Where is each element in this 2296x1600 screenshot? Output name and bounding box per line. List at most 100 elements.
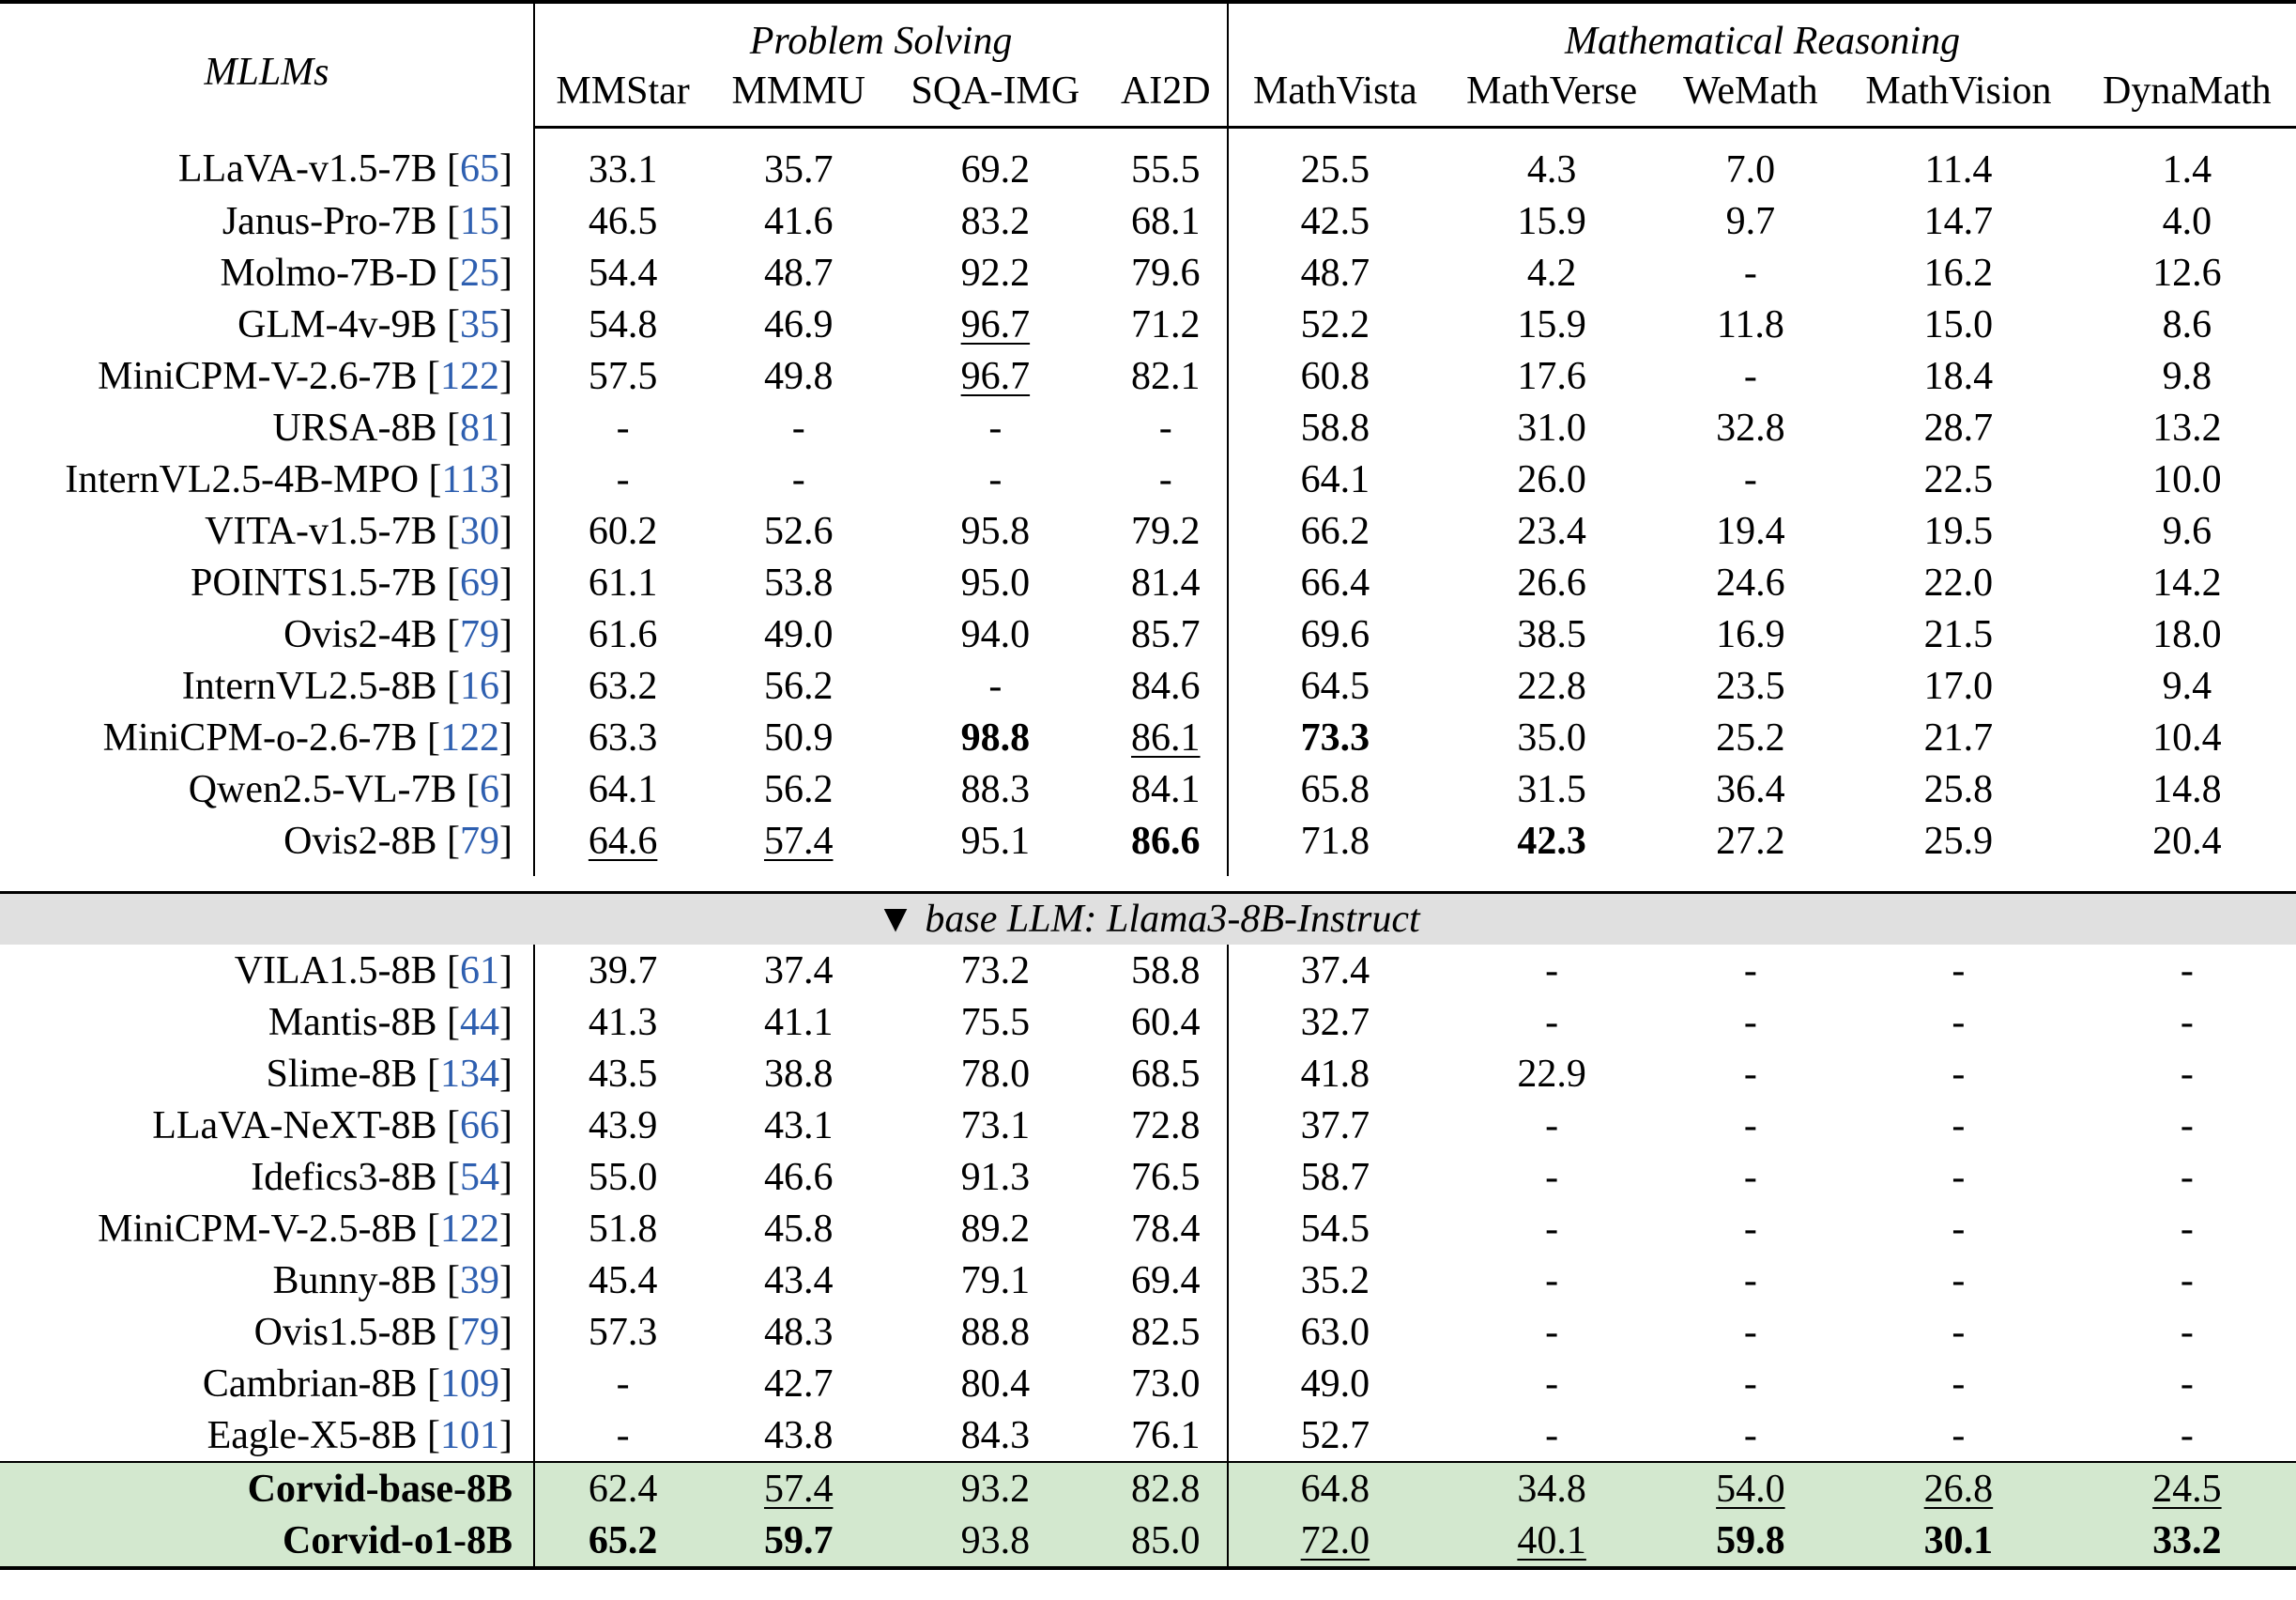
column-header: MathVista [1228,66,1442,129]
score: - [2180,1413,2194,1457]
score: 95.0 [960,561,1031,605]
score: 32.7 [1300,1000,1370,1044]
citation-link[interactable]: 54 [460,1155,499,1199]
citation-link[interactable]: 61 [460,948,499,992]
value-cell: 52.2 [1228,299,1442,350]
citation-link[interactable]: 35 [460,302,499,346]
score: - [1743,1362,1757,1406]
value-cell: 24.5 [2077,1461,2296,1515]
value-cell: - [1442,1100,1662,1151]
score: - [2180,1103,2194,1147]
value-cell: 46.5 [534,195,711,247]
score: 43.8 [763,1413,834,1457]
score: - [1743,1052,1757,1096]
score: 46.5 [588,199,658,243]
citation-link[interactable]: 44 [460,1000,499,1044]
score: 15.0 [1923,302,1994,346]
value-cell: 82.1 [1104,350,1230,402]
score: - [1545,1155,1559,1199]
value-cell: 43.9 [534,1100,711,1151]
model-name: VILA1.5-8B [234,948,437,992]
citation-link[interactable]: 69 [460,561,499,605]
citation-link[interactable]: 65 [460,146,499,191]
value-cell: 43.4 [711,1254,886,1306]
value-cell: 10.4 [2078,712,2296,763]
value-cell: 92.2 [886,247,1104,299]
score: 62.4 [588,1467,658,1511]
value-cell: 15.0 [1839,299,2078,350]
score: - [1952,1258,1966,1302]
value-cell: 14.2 [2078,557,2296,608]
score: 31.0 [1517,406,1586,450]
value-cell: - [2078,996,2296,1048]
score: 10.4 [2152,715,2222,760]
value-cell: - [1839,1100,2078,1151]
score: 84.3 [960,1413,1031,1457]
score: 96.7 [960,302,1031,346]
citation-link[interactable]: 79 [460,1310,499,1354]
score: 37.4 [1300,948,1370,992]
score: - [1952,1052,1966,1096]
value-cell: 8.6 [2078,299,2296,350]
value-cell: 89.2 [886,1203,1104,1254]
citation-link[interactable]: 122 [440,354,499,398]
value-cell: 72.8 [1104,1100,1230,1151]
score: 25.9 [1923,819,1994,863]
score: 78.0 [960,1052,1031,1096]
score: 82.8 [1131,1467,1201,1511]
model-name: MiniCPM-V-2.6-7B [98,354,418,398]
value-cell: 7.0 [1662,128,1839,196]
score: 63.0 [1300,1310,1370,1354]
value-cell: 65.8 [1228,763,1442,815]
score: - [2180,1207,2194,1251]
model-name: Janus-Pro-7B [222,199,437,243]
value-cell: - [1442,1306,1662,1358]
citation-link[interactable]: 30 [460,509,499,553]
citation-link[interactable]: 101 [440,1413,499,1457]
citation-link[interactable]: 122 [440,1207,499,1251]
score: 75.5 [960,1000,1031,1044]
column-header: WeMath [1661,66,1840,129]
citation-link[interactable]: 16 [460,664,499,708]
score: 66.4 [1300,561,1370,605]
value-cell: 35.2 [1228,1254,1442,1306]
value-cell: 35.7 [711,128,886,196]
citation-link[interactable]: 39 [460,1258,499,1302]
score: 15.9 [1517,302,1586,346]
value-cell: 84.3 [886,1409,1104,1462]
citation-link[interactable]: 25 [460,251,499,295]
citation-link[interactable]: 134 [440,1052,499,1096]
citation-link[interactable]: 79 [460,612,499,656]
citation-link[interactable]: 79 [460,819,499,863]
value-cell: - [534,1409,711,1462]
value-cell: 43.1 [711,1100,886,1151]
model-name: GLM-4v-9B [237,302,437,346]
citation-link[interactable]: 122 [440,715,499,760]
value-cell: 73.0 [1104,1358,1230,1409]
model-name-cell: VITA-v1.5-7B [30] [0,505,535,557]
score: - [1743,1000,1757,1044]
value-cell: 38.8 [711,1048,886,1100]
citation-link[interactable]: 81 [460,406,499,450]
value-cell: - [534,402,711,454]
model-name: Cambrian-8B [202,1362,418,1406]
citation-link[interactable]: 66 [460,1103,499,1147]
model-name: Qwen2.5-VL-7B [188,767,457,811]
model-name: Mantis-8B [268,1000,437,1044]
citation-link[interactable]: 109 [440,1362,499,1406]
value-cell: 75.5 [886,996,1104,1048]
value-cell: - [1662,1409,1839,1462]
value-cell: 17.6 [1442,350,1662,402]
citation-link[interactable]: 113 [441,457,499,501]
score: 84.1 [1131,767,1201,811]
score: 45.4 [588,1258,658,1302]
citation-link[interactable]: 6 [480,767,499,811]
score: 42.5 [1300,199,1370,243]
score: 52.6 [763,509,834,553]
value-cell: 80.4 [886,1358,1104,1409]
score: - [1952,948,1966,992]
citation-link[interactable]: 15 [460,199,499,243]
value-cell: - [1442,996,1662,1048]
score: 88.8 [960,1310,1031,1354]
value-cell: 9.6 [2078,505,2296,557]
